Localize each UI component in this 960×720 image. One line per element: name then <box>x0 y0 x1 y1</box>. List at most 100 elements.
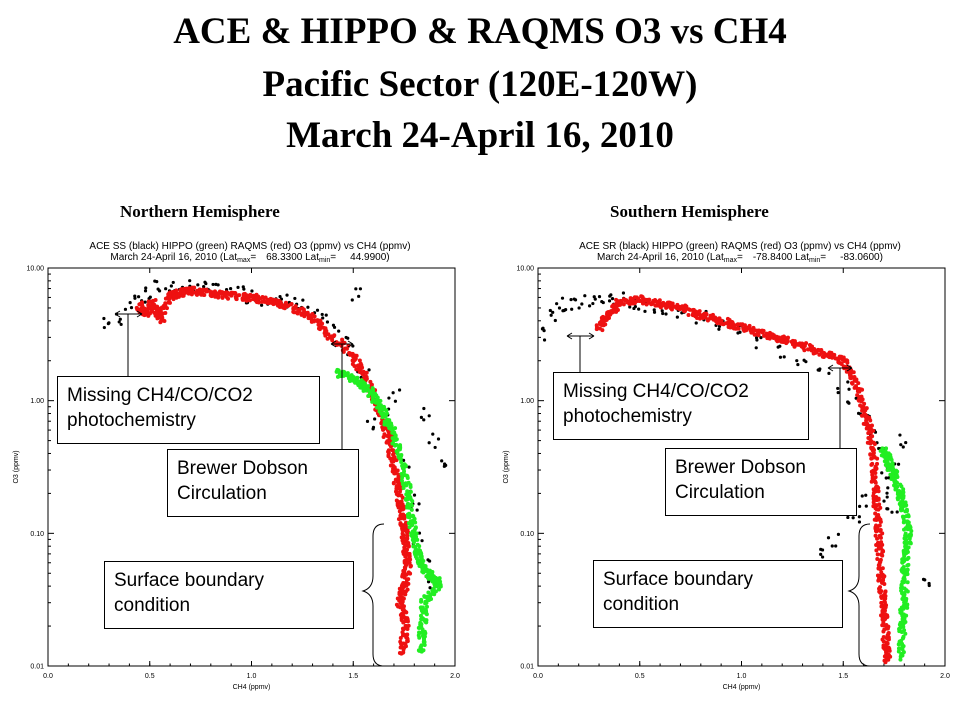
x-tick-label: 0.5 <box>145 673 155 680</box>
data-point <box>410 522 415 527</box>
data-point <box>886 486 890 490</box>
data-point <box>150 305 155 310</box>
data-point <box>879 596 884 601</box>
data-point <box>881 639 886 644</box>
data-point <box>394 458 399 463</box>
data-point <box>431 432 435 436</box>
data-point <box>358 366 363 371</box>
data-point <box>836 390 840 395</box>
data-point <box>818 367 822 371</box>
data-point <box>337 329 341 333</box>
data-point <box>847 387 851 391</box>
data-point <box>296 308 301 313</box>
x-tick-label: 1.0 <box>247 673 257 680</box>
data-point <box>284 300 289 305</box>
data-point <box>608 294 612 298</box>
data-point <box>404 572 409 577</box>
data-point <box>211 282 215 287</box>
data-point <box>881 451 886 456</box>
data-point <box>901 650 906 655</box>
data-point <box>399 616 404 621</box>
data-point <box>684 306 689 311</box>
data-point <box>866 440 871 445</box>
data-point <box>874 484 879 489</box>
data-point <box>392 455 397 460</box>
data-point <box>275 299 280 304</box>
data-point <box>389 421 394 426</box>
data-point <box>244 298 249 303</box>
data-point <box>878 589 883 594</box>
x-tick-label: 2.0 <box>940 673 950 680</box>
x-tick-label: 1.0 <box>737 673 747 680</box>
main-title: ACE & HIPPO & RAQMS O3 vs CH4 <box>173 11 787 52</box>
data-point <box>405 533 410 538</box>
data-point <box>426 576 431 581</box>
data-point <box>903 631 908 636</box>
data-point <box>397 388 402 392</box>
data-point <box>398 645 403 650</box>
data-point <box>633 305 637 309</box>
data-point <box>876 489 881 494</box>
data-point <box>675 315 679 319</box>
data-point <box>871 490 876 495</box>
data-point <box>846 515 850 520</box>
data-point <box>133 296 137 300</box>
data-point <box>199 292 204 297</box>
data-point <box>422 568 427 573</box>
data-point <box>320 321 325 326</box>
data-point <box>728 323 733 328</box>
data-point <box>145 308 150 313</box>
data-point <box>195 292 200 297</box>
plot-area: 0.0 0.5 1.0 1.5 2.0 10.00 1.00 0.10 0.01 CH4 (ppm… <box>503 266 950 692</box>
data-point <box>884 446 889 451</box>
data-point <box>422 418 426 422</box>
data-point <box>885 495 889 499</box>
data-point <box>346 336 350 340</box>
data-point <box>886 657 891 662</box>
data-point <box>900 597 905 602</box>
data-point <box>904 541 909 546</box>
data-point <box>167 295 172 300</box>
data-point <box>245 293 250 298</box>
data-point <box>397 509 402 514</box>
data-point <box>591 301 595 306</box>
data-point <box>644 302 649 307</box>
data-point <box>802 358 806 362</box>
data-point <box>564 307 568 312</box>
data-point <box>718 321 723 326</box>
data-point <box>883 660 888 665</box>
data-point <box>262 296 267 301</box>
data-point <box>686 313 691 318</box>
data-point <box>561 309 565 313</box>
x-tick-label: 0.5 <box>635 673 645 680</box>
data-point <box>660 309 664 313</box>
data-point <box>323 333 328 338</box>
data-point <box>880 623 885 628</box>
data-point <box>423 601 428 606</box>
data-point <box>118 317 122 321</box>
data-point <box>102 316 106 321</box>
data-point <box>657 298 662 303</box>
data-point <box>369 382 374 387</box>
data-point <box>717 327 721 331</box>
data-point <box>422 406 426 411</box>
data-point <box>872 442 877 447</box>
data-point <box>351 344 355 348</box>
data-point <box>847 372 852 377</box>
x-tick-label: 1.5 <box>838 673 848 680</box>
data-point <box>438 584 443 589</box>
data-point <box>643 309 647 313</box>
data-point <box>402 462 407 467</box>
data-point <box>868 418 873 423</box>
data-point <box>422 642 427 647</box>
data-point <box>836 386 840 391</box>
data-point <box>542 329 546 333</box>
data-point <box>397 486 402 491</box>
callout-surface-boundary-north: Surface boundary condition <box>104 561 354 629</box>
data-point <box>873 533 878 538</box>
data-point <box>376 400 381 405</box>
data-point <box>192 285 197 290</box>
data-point <box>292 305 297 310</box>
data-point <box>900 613 905 618</box>
data-point <box>621 291 626 295</box>
